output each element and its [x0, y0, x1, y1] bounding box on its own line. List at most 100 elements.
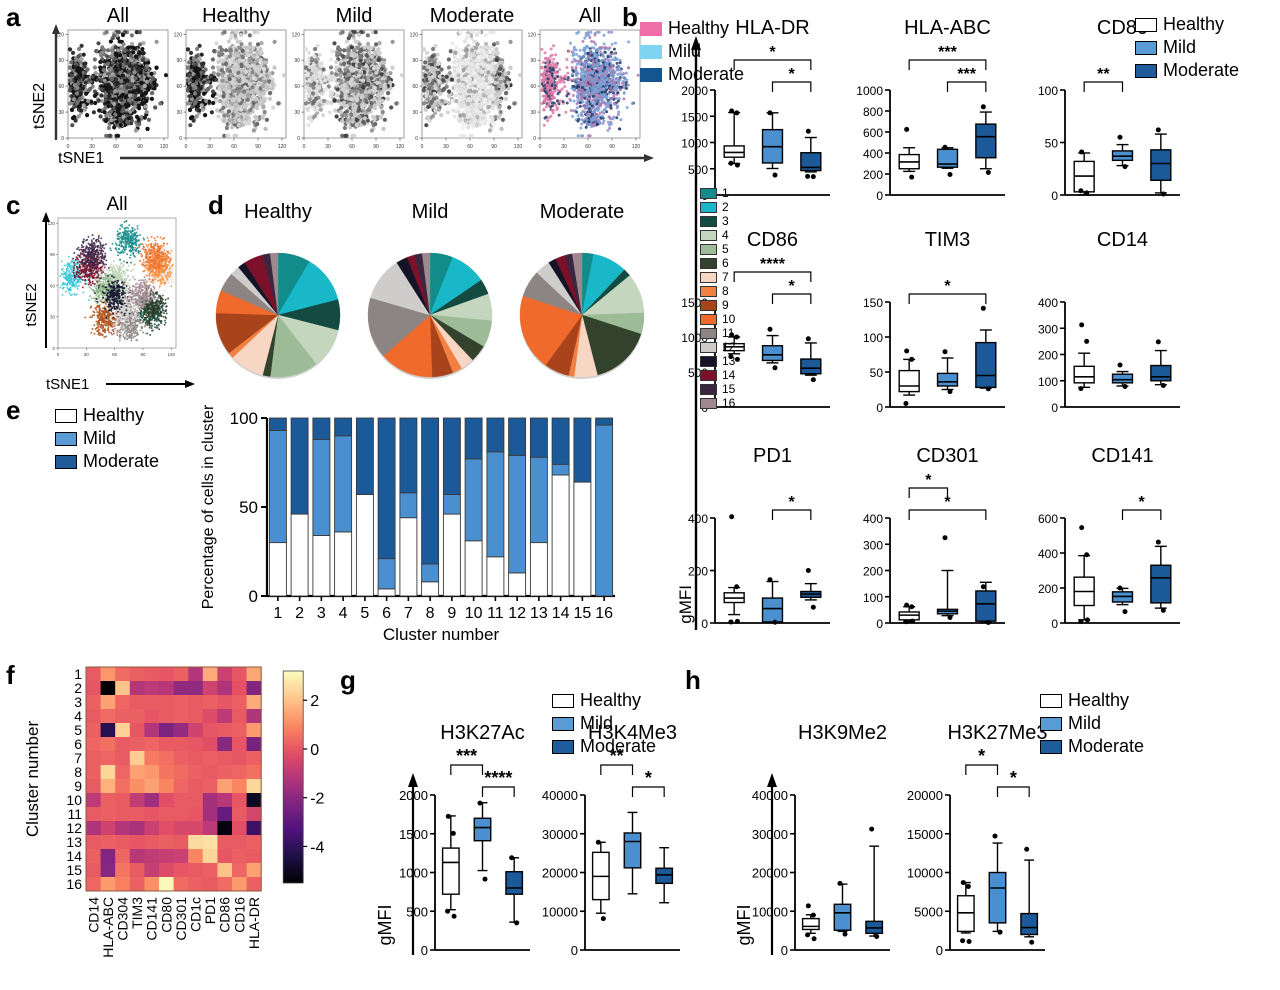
heatmap-cell [144, 849, 160, 864]
tsne-plot-1: 00 30 30 60 60 90 90 120 120 Healthy [174, 5, 287, 150]
bar-segment [486, 451, 505, 558]
cluster-legend-label: 12 [722, 340, 736, 354]
bar-segment [421, 581, 440, 597]
heatmap-cell [129, 821, 145, 836]
heatmap-cell [217, 765, 233, 780]
outlier-point [903, 619, 909, 625]
heatmap-cell [246, 765, 262, 780]
outlier-point [1078, 619, 1084, 625]
cluster-swatch-icon [700, 271, 717, 283]
outlier-point [837, 880, 843, 886]
heatmap-cell [173, 835, 189, 850]
bar-segment [486, 417, 505, 453]
cluster-legend-label: 16 [722, 396, 736, 410]
outlier-point [805, 336, 811, 342]
legend-label: Moderate [668, 64, 745, 84]
legend-item-moderate: Moderate [1135, 60, 1239, 81]
box [1150, 149, 1172, 182]
legend-item-moderate: Moderate [552, 736, 656, 757]
legend-label: Healthy [1163, 14, 1225, 34]
heatmap-cell [246, 849, 262, 864]
cluster-legend-item-2: 2 [700, 200, 762, 214]
svg-text:120: 120 [56, 32, 65, 38]
outlier-point [1079, 149, 1085, 155]
outlier-point [811, 936, 817, 942]
outlier-point [960, 880, 966, 886]
heatmap-cell [144, 737, 160, 752]
cluster-legend-label: 5 [722, 242, 729, 256]
cluster-swatch-icon [700, 257, 717, 269]
heatmap-cell [159, 681, 174, 696]
outlier-point [1117, 362, 1123, 368]
heatmap-cell [129, 667, 145, 682]
bar-segment [312, 535, 331, 597]
heatmap-cell [246, 667, 262, 682]
panel-g-boxplots: H3K27Ac0500100015002000*******H3K4Me3010… [355, 655, 680, 990]
legend-label: Mild [1163, 37, 1197, 57]
tsne-plot-0: 00 30 30 60 60 90 90 120 120 All [56, 5, 169, 150]
pie-moderate [519, 252, 645, 379]
box [1020, 912, 1039, 936]
bar-segment [377, 417, 396, 560]
healthy-swatch-icon [1135, 17, 1157, 32]
bar-segment [442, 417, 461, 495]
heatmap-cell [129, 737, 145, 752]
moderate-swatch-icon [552, 739, 574, 754]
cluster-swatch-icon [700, 229, 717, 241]
cluster-swatch-icon [700, 187, 717, 199]
panel-b-svg: HLA-DR0500100015002000**HLA-ABC020040060… [681, 17, 1180, 631]
heatmap-cell [159, 765, 174, 780]
cluster-legend-item-10: 10 [700, 312, 762, 326]
heatmap-cell [217, 807, 233, 822]
legend-item-moderate: Moderate [55, 451, 159, 472]
cluster-legend-item-15: 15 [700, 382, 762, 396]
legend-label: Moderate [1068, 736, 1145, 756]
heatmap-cell [188, 779, 204, 794]
box [473, 817, 492, 842]
bar-segment [377, 588, 396, 597]
legend-item-mild: Mild [1135, 37, 1239, 58]
heatmap-cell [188, 695, 204, 710]
heatmap-cell [246, 709, 262, 724]
heatmap-cell [115, 779, 131, 794]
boxplot-H3K27Ac: H3K27Ac0500100015002000******* [399, 722, 530, 958]
heatmap-cell [115, 695, 131, 710]
bar-segment [334, 435, 353, 533]
outlier-point [600, 916, 606, 922]
cluster-swatch-icon [700, 299, 717, 311]
svg-text:90: 90 [255, 144, 261, 150]
heatmap-cell [115, 667, 131, 682]
bar-segment [399, 517, 418, 597]
heatmap-cell [100, 863, 116, 878]
bar-segment [529, 542, 548, 597]
heatmap-cell [129, 681, 145, 696]
outlier-point [810, 912, 816, 918]
heatmap-cell [246, 877, 262, 892]
outlier-point [947, 389, 953, 395]
cluster-swatch-icon [700, 341, 717, 353]
heatmap-cell [188, 667, 204, 682]
heatmap-cell [129, 751, 145, 766]
outlier-point [728, 619, 734, 625]
heatmap-cell [115, 737, 131, 752]
heatmap-cell [217, 709, 233, 724]
heatmap-cell [173, 877, 189, 892]
bar-segment [377, 558, 396, 590]
heatmap-cell [246, 821, 262, 836]
heatmap-cell [86, 821, 101, 836]
outlier-point [805, 173, 811, 179]
box [801, 917, 820, 931]
heatmap-cell [188, 877, 204, 892]
outlier-point [450, 830, 456, 836]
bar-segment [551, 463, 570, 476]
outlier-point [980, 305, 986, 311]
heatmap-cell [115, 723, 131, 738]
bar-segment [529, 417, 548, 458]
legend-item-healthy: Healthy [55, 405, 159, 426]
outlier-point [1024, 846, 1030, 852]
bar-segment [399, 492, 418, 519]
heatmap-cell [115, 821, 131, 836]
heatmap-cell [100, 765, 116, 780]
